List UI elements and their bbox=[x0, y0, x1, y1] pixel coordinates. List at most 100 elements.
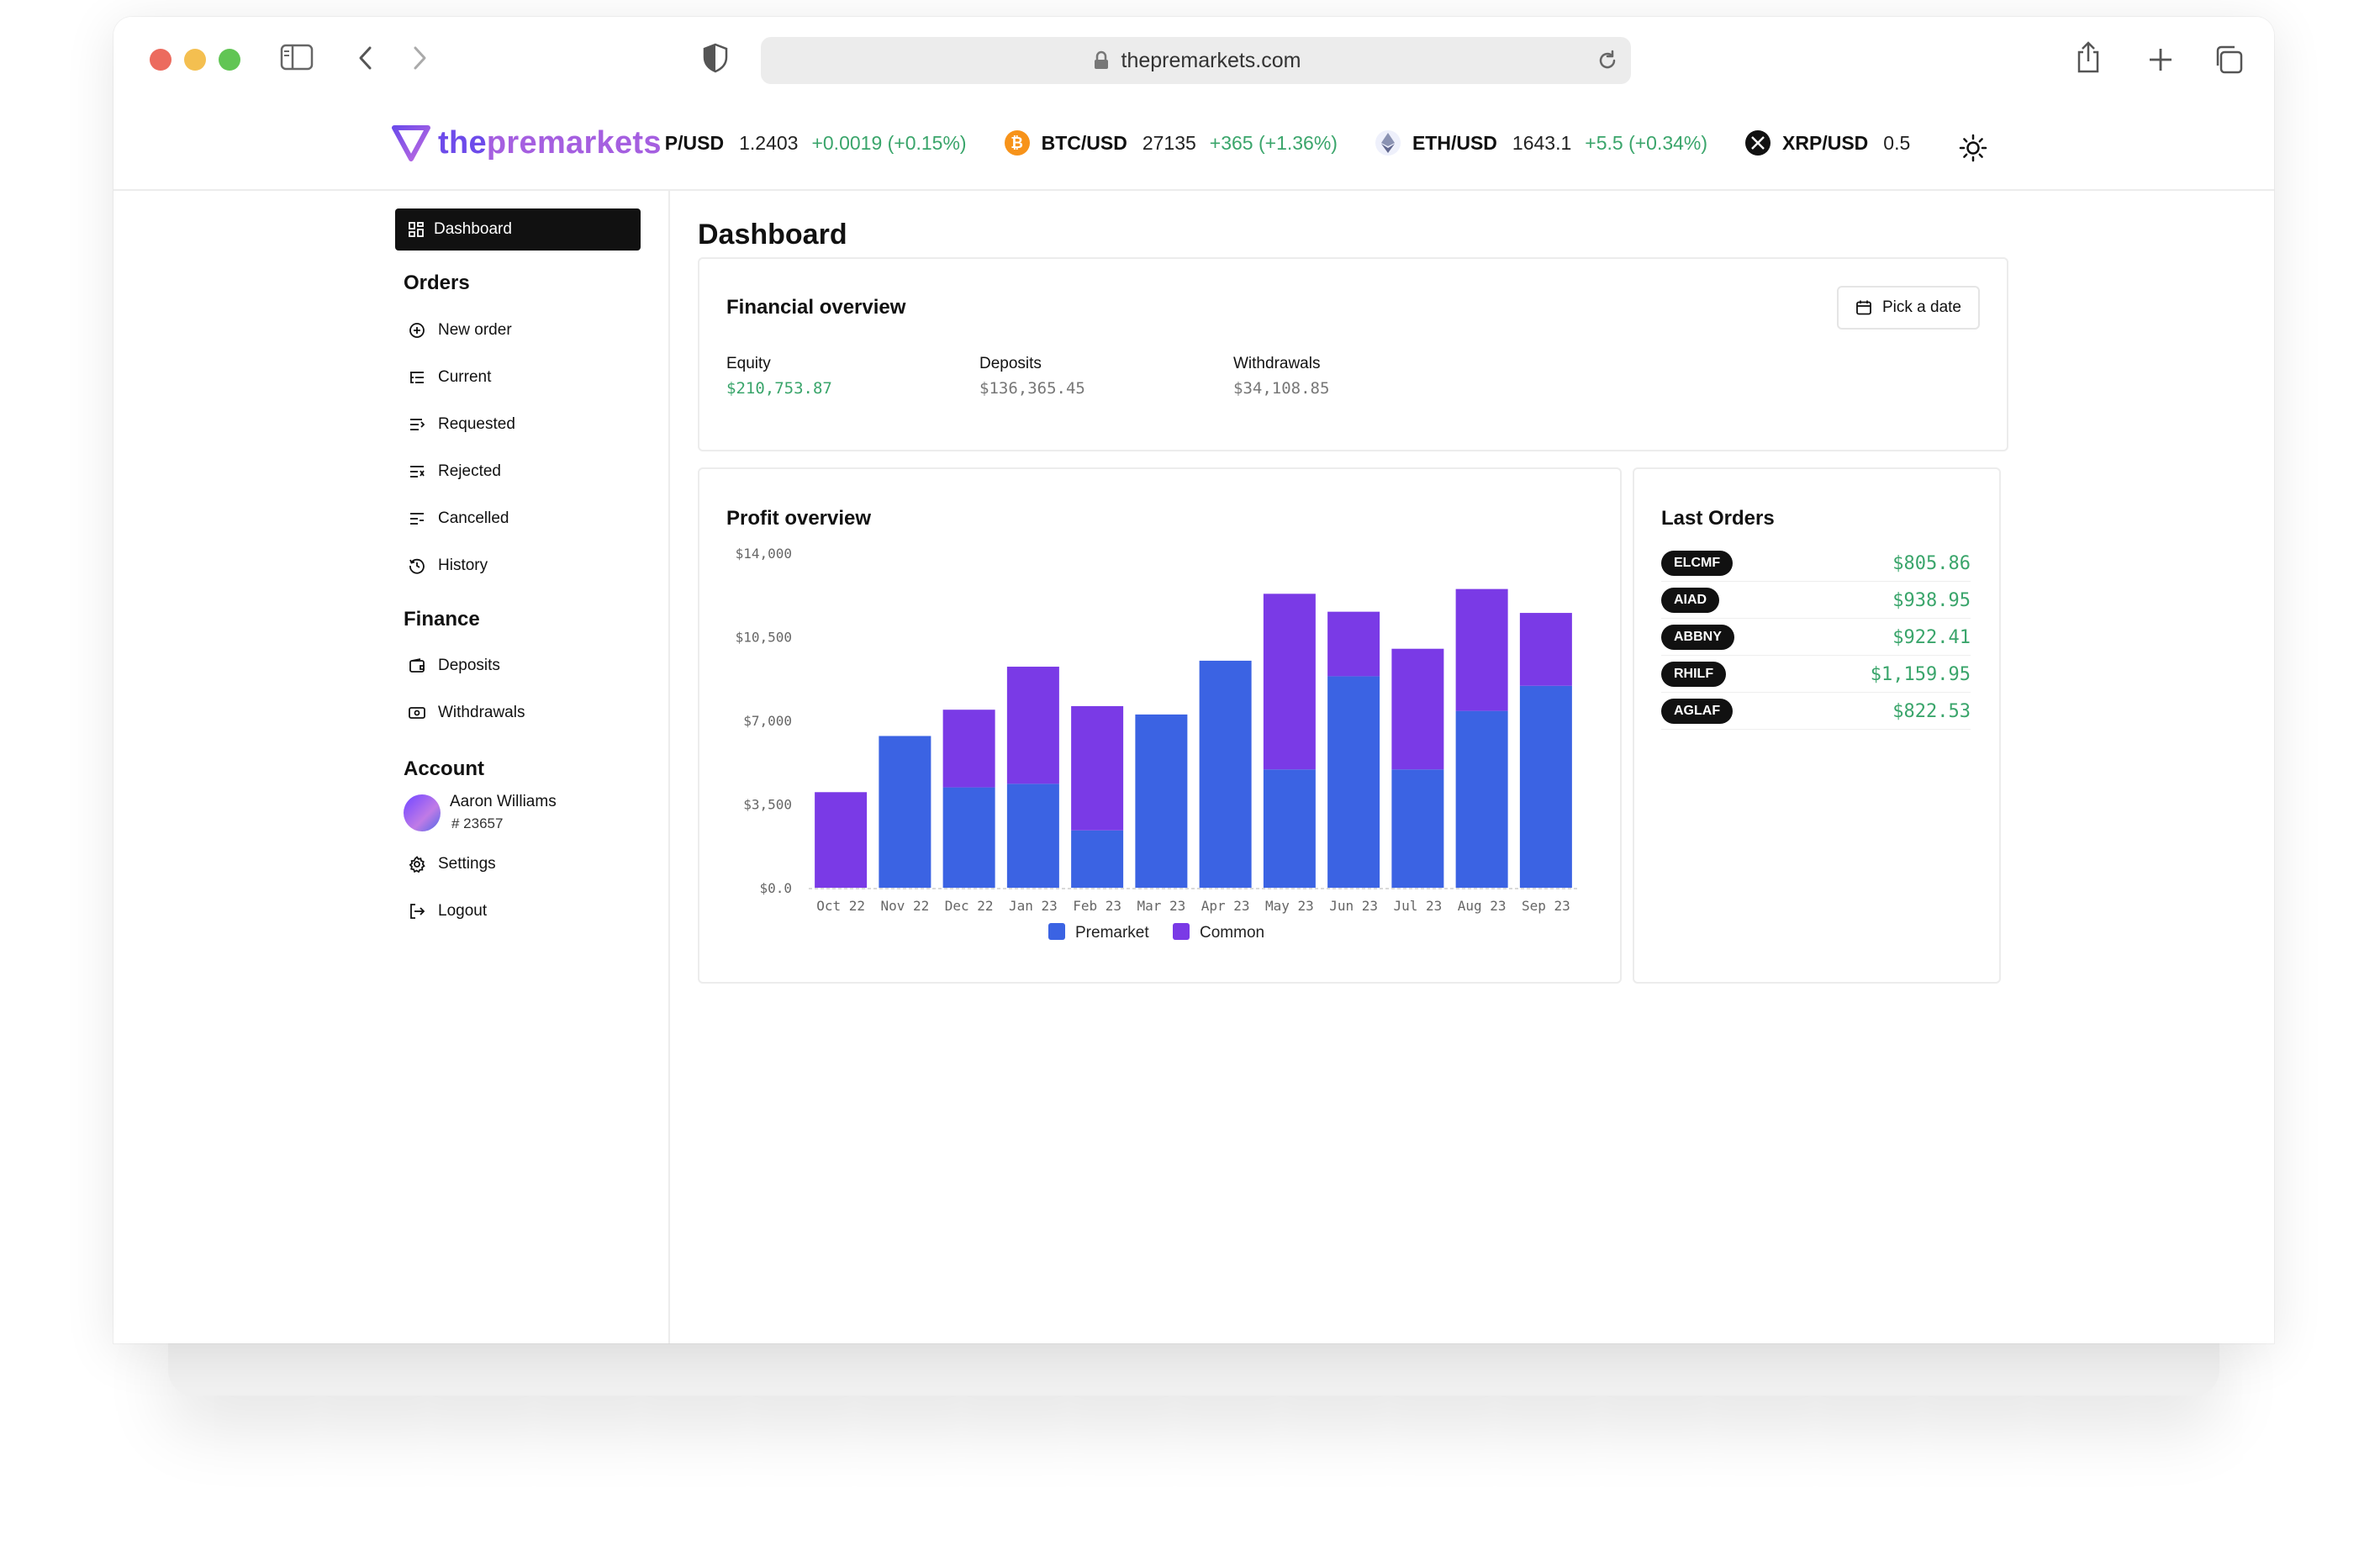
sidebar-item-rejected[interactable]: Rejected bbox=[408, 462, 501, 481]
x-tick-label: Dec 22 bbox=[945, 898, 994, 914]
list-arrow-icon bbox=[408, 415, 426, 434]
bitcoin-icon: ₿ bbox=[1004, 130, 1030, 156]
ticker-symbol: XRP/USD bbox=[1782, 131, 1869, 154]
financial-overview-title: Financial overview bbox=[726, 296, 906, 319]
reload-icon[interactable] bbox=[1596, 49, 1619, 72]
list-x-icon bbox=[408, 462, 426, 481]
browser-toolbar: thepremarkets.com bbox=[113, 17, 2274, 105]
bar-premarket bbox=[1519, 685, 1572, 888]
address-bar[interactable]: thepremarkets.com bbox=[761, 37, 1631, 84]
bar-premarket bbox=[879, 736, 931, 888]
logo-icon bbox=[392, 125, 430, 161]
order-amount: $822.53 bbox=[1892, 700, 1971, 722]
forward-icon[interactable] bbox=[411, 45, 428, 71]
order-row[interactable]: AIAD $938.95 bbox=[1661, 583, 1971, 619]
order-row[interactable]: AGLAF $822.53 bbox=[1661, 694, 1971, 730]
sidebar-item-cancelled[interactable]: Cancelled bbox=[408, 509, 509, 528]
x-tick-label: Jul 23 bbox=[1393, 898, 1442, 914]
bar-common bbox=[1455, 588, 1508, 711]
banknote-icon bbox=[408, 704, 426, 722]
ticker-item[interactable]: ₿ BTC/USD 27135 +365 (+1.36%) bbox=[1004, 130, 1338, 156]
order-row[interactable]: ABBNY $922.41 bbox=[1661, 620, 1971, 656]
ethereum-icon bbox=[1375, 130, 1401, 156]
sidebar-item-label: Current bbox=[438, 368, 492, 386]
tab-overview-icon[interactable] bbox=[2213, 44, 2245, 76]
ticker-item[interactable]: ETH/USD 1643.1 +5.5 (+0.34%) bbox=[1375, 130, 1707, 156]
share-icon[interactable] bbox=[2075, 40, 2102, 74]
x-tick-label: Mar 23 bbox=[1137, 898, 1185, 914]
sidebar-item-label: Rejected bbox=[438, 462, 501, 480]
y-tick-label: $14,000 bbox=[736, 546, 792, 562]
y-tick-label: $0.0 bbox=[759, 880, 792, 896]
sidebar-item-label: Settings bbox=[438, 855, 496, 873]
bar-premarket bbox=[1071, 830, 1124, 888]
x-tick-label: Aug 23 bbox=[1458, 898, 1507, 914]
y-tick-label: $10,500 bbox=[736, 630, 792, 646]
ticker-change: +0.0019 (+0.15%) bbox=[811, 131, 967, 154]
order-ticker-badge: ELCMF bbox=[1661, 551, 1734, 576]
sidebar-item-new-order[interactable]: New order bbox=[408, 321, 512, 340]
deposits-label: Deposits bbox=[979, 355, 1042, 372]
ticker-price: 27135 bbox=[1142, 131, 1196, 154]
sidebar-item-settings[interactable]: Settings bbox=[408, 855, 496, 873]
sidebar-item-dashboard[interactable]: Dashboard bbox=[395, 208, 641, 251]
bar-common bbox=[942, 710, 995, 788]
bar-premarket bbox=[1135, 714, 1188, 888]
minimize-window-button[interactable] bbox=[184, 49, 206, 71]
close-window-button[interactable] bbox=[150, 49, 172, 71]
sidebar-item-logout[interactable]: Logout bbox=[408, 902, 487, 921]
ticker-change: +365 (+1.36%) bbox=[1209, 131, 1338, 154]
sidebar-item-label: History bbox=[438, 557, 488, 574]
order-row[interactable]: RHILF $1,159.95 bbox=[1661, 657, 1971, 693]
pick-date-button[interactable]: Pick a date bbox=[1837, 286, 1980, 330]
sidebar-item-label: Deposits bbox=[438, 657, 500, 674]
x-tick-label: Sep 23 bbox=[1522, 898, 1570, 914]
new-tab-icon[interactable] bbox=[2148, 47, 2173, 72]
order-ticker-badge: AIAD bbox=[1661, 588, 1720, 613]
order-row[interactable]: ELCMF $805.86 bbox=[1661, 546, 1971, 582]
sidebar-item-label: New order bbox=[438, 321, 512, 339]
order-amount: $805.86 bbox=[1892, 552, 1971, 574]
x-tick-label: Jun 23 bbox=[1329, 898, 1378, 914]
sidebar-toggle-icon[interactable] bbox=[280, 44, 314, 71]
ticker-item[interactable]: XRP/USD 0.5 bbox=[1745, 130, 1924, 156]
ticker-symbol: 3P/USD bbox=[664, 131, 725, 154]
deposits-value: $136,365.45 bbox=[979, 379, 1085, 398]
avatar[interactable] bbox=[404, 794, 441, 831]
grid-icon bbox=[409, 222, 424, 237]
bar-common bbox=[1006, 667, 1059, 784]
ticker-item[interactable]: 3P/USD 1.2403 +0.0019 (+0.15%) bbox=[664, 132, 967, 155]
wallet-icon bbox=[408, 657, 426, 675]
url-text: thepremarkets.com bbox=[1121, 48, 1301, 72]
last-orders-title: Last Orders bbox=[1661, 507, 1775, 530]
x-tick-label: Jan 23 bbox=[1009, 898, 1058, 914]
sidebar-item-deposits[interactable]: Deposits bbox=[408, 657, 500, 675]
maximize-window-button[interactable] bbox=[219, 49, 240, 71]
bar-premarket bbox=[1006, 784, 1059, 888]
back-icon[interactable] bbox=[357, 45, 374, 71]
sidebar-item-label: Logout bbox=[438, 902, 488, 920]
lock-icon bbox=[1094, 50, 1108, 69]
sidebar-item-withdrawals[interactable]: Withdrawals bbox=[408, 704, 525, 722]
bar-premarket bbox=[942, 787, 995, 888]
legend-swatch bbox=[1173, 923, 1190, 940]
sidebar-item-requested[interactable]: Requested bbox=[408, 415, 515, 434]
sidebar-item-history[interactable]: History bbox=[408, 557, 488, 575]
bar-common bbox=[1071, 705, 1124, 831]
sidebar-item-current[interactable]: Current bbox=[408, 368, 491, 387]
bar-common bbox=[1391, 648, 1444, 770]
logo-text-the: the bbox=[438, 124, 487, 161]
order-amount: $938.95 bbox=[1892, 589, 1971, 611]
y-tick-label: $3,500 bbox=[743, 797, 792, 813]
sidebar-item-label: Withdrawals bbox=[438, 704, 525, 721]
list-tree-icon bbox=[408, 368, 426, 387]
brand-logo[interactable]: thepremarkets bbox=[391, 124, 662, 162]
bar-premarket bbox=[1199, 660, 1252, 888]
page-title: Dashboard bbox=[698, 219, 847, 251]
pick-date-label: Pick a date bbox=[1882, 298, 1961, 316]
theme-toggle-sun-icon[interactable] bbox=[1959, 134, 1987, 166]
privacy-shield-icon[interactable] bbox=[702, 43, 729, 73]
ticker-price: 0.5 bbox=[1883, 131, 1911, 154]
y-tick-label: $7,000 bbox=[743, 713, 792, 729]
order-amount: $1,159.95 bbox=[1870, 663, 1971, 685]
